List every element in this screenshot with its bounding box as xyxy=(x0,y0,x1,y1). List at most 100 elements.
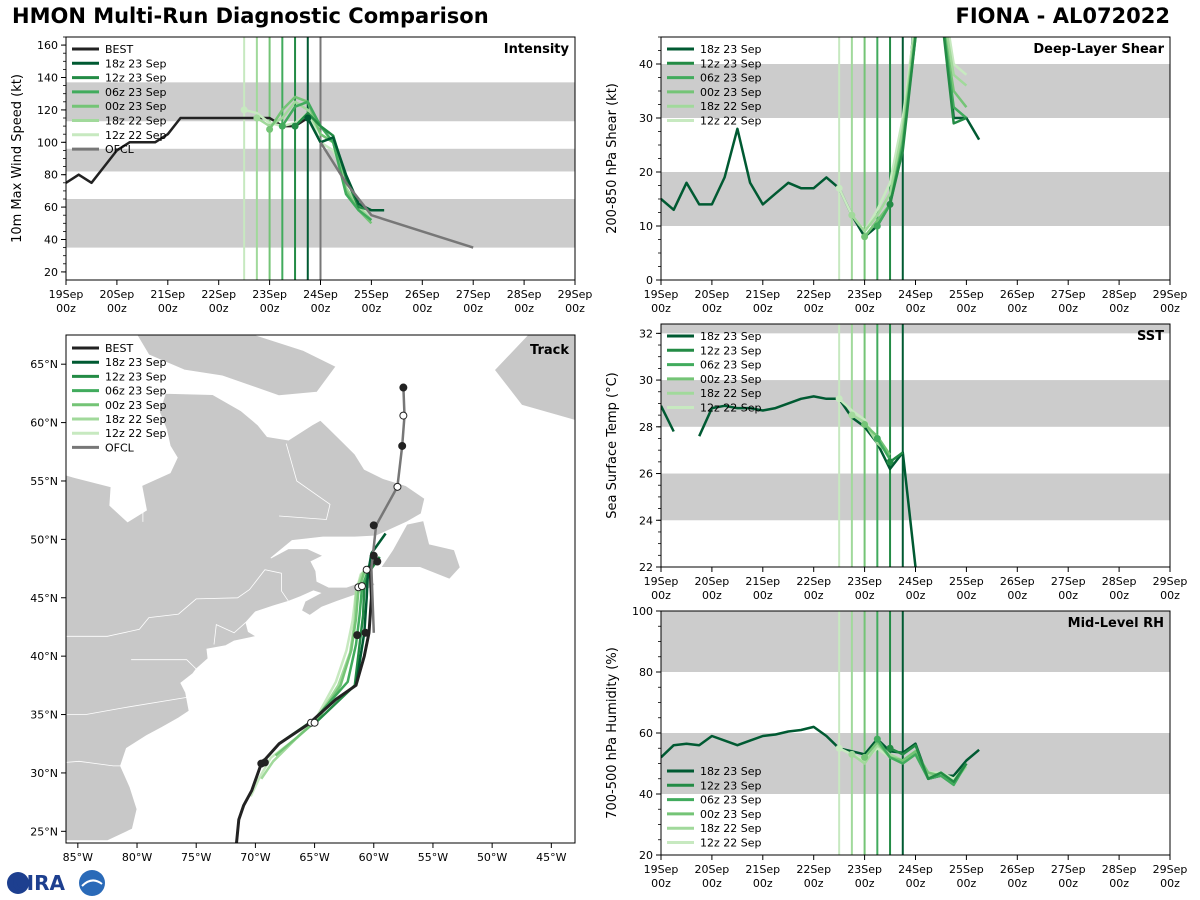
sst-xtick-label: 19Sep xyxy=(644,575,679,588)
shear-xtick-label: 29Sep xyxy=(1153,288,1188,301)
logo-satellite-icon xyxy=(79,870,105,896)
map-newfoundland xyxy=(380,520,461,580)
intensity-xtick-label: 21Sep xyxy=(150,288,185,301)
intensity-ylabel: 10m Max Wind Speed (kt) xyxy=(10,74,25,243)
shear-legend-label: 12z 22 Sep xyxy=(700,115,762,128)
intensity-series-line xyxy=(66,116,322,185)
sst-band xyxy=(661,380,1170,427)
shear-series-line xyxy=(850,37,968,233)
intensity-ytick-label: 100 xyxy=(37,136,58,149)
track-title: Track xyxy=(530,343,569,358)
sst-series-line xyxy=(876,437,892,461)
track-legend-label: 12z 22 Sep xyxy=(105,427,167,440)
intensity-ytick-label: 160 xyxy=(37,39,58,52)
rh-xtick-label-hour: 00z xyxy=(957,877,977,890)
rh-xtick-label: 26Sep xyxy=(1000,863,1035,876)
intensity-legend-label: 12z 22 Sep xyxy=(105,129,167,142)
track-ytick-label: 25°N xyxy=(30,825,58,838)
rh-ytick-label: 100 xyxy=(632,605,653,618)
sst-legend-label: 18z 23 Sep xyxy=(700,330,762,343)
rh-xtick-label-hour: 00z xyxy=(1109,877,1129,890)
sst-xtick-label-hour: 00z xyxy=(1058,589,1078,602)
sst-band xyxy=(661,473,1170,521)
track-xtick-label: 45°W xyxy=(536,851,566,864)
track-ytick-label: 40°N xyxy=(30,650,58,663)
shear-ytick-label: 20 xyxy=(639,166,653,179)
logo-text: CIRA xyxy=(12,871,66,895)
intensity-xtick-label-hour: 00z xyxy=(209,302,229,315)
track-marker xyxy=(398,441,407,450)
shear-xtick-label-hour: 00z xyxy=(1109,302,1129,315)
rh-xtick-label-hour: 00z xyxy=(804,877,824,890)
shear-ytick-label: 0 xyxy=(646,274,653,287)
map-border xyxy=(131,659,197,670)
intensity-ytick-label: 140 xyxy=(37,72,58,85)
sst-xtick-label: 20Sep xyxy=(695,575,730,588)
rh-legend-label: 12z 22 Sep xyxy=(700,837,762,850)
rh-xtick-label-hour: 00z xyxy=(651,877,671,890)
rh-xtick-label: 29Sep xyxy=(1153,863,1188,876)
track-marker xyxy=(369,521,378,530)
sst-xtick-label: 22Sep xyxy=(796,575,831,588)
intensity-xtick-label: 24Sep xyxy=(303,288,338,301)
track-marker xyxy=(399,411,408,420)
sst-xtick-label: 21Sep xyxy=(745,575,780,588)
sst-xtick-label: 28Sep xyxy=(1102,575,1137,588)
track-ytick-label: 50°N xyxy=(30,533,58,546)
rh-legend-label: 18z 23 Sep xyxy=(700,765,762,778)
intensity-xtick-label-hour: 00z xyxy=(260,302,280,315)
shear-series-point xyxy=(873,222,881,230)
rh-xtick-label: 28Sep xyxy=(1102,863,1137,876)
shear-legend-label: 06z 23 Sep xyxy=(700,72,762,85)
rh-series-group xyxy=(661,725,980,787)
sst-ytick-label: 32 xyxy=(639,327,653,340)
rh-xtick-label-hour: 00z xyxy=(1007,877,1027,890)
rh-xtick-label-hour: 00z xyxy=(906,877,926,890)
sst-xtick-label: 25Sep xyxy=(949,575,984,588)
rh-xtick-label-hour: 00z xyxy=(855,877,875,890)
track-line xyxy=(235,559,376,843)
page-title: HMON Multi-Run Diagnostic Comparison xyxy=(12,4,489,28)
shear-xtick-label: 27Sep xyxy=(1051,288,1086,301)
track-legend-label: 18z 22 Sep xyxy=(105,413,167,426)
track-ytick-label: 30°N xyxy=(30,767,58,780)
shear-ytick-label: 10 xyxy=(639,220,653,233)
shear-series-point xyxy=(848,211,856,219)
sst-xtick-label-hour: 00z xyxy=(855,589,875,602)
shear-xtick-label: 25Sep xyxy=(949,288,984,301)
intensity-ytick-label: 40 xyxy=(44,234,58,247)
sst-series-point xyxy=(835,395,843,403)
intensity-legend-label: 12z 23 Sep xyxy=(105,72,167,85)
sst-legend-label: 12z 23 Sep xyxy=(700,344,762,357)
rh-xtick-label: 23Sep xyxy=(847,863,882,876)
rh-legend-label: 06z 23 Sep xyxy=(700,794,762,807)
shear-legend-label: 18z 23 Sep xyxy=(700,43,762,56)
shear-series-line xyxy=(888,37,967,205)
intensity-xtick-label-hour: 00z xyxy=(56,302,76,315)
map-border xyxy=(66,696,190,715)
intensity-ytick-label: 20 xyxy=(44,266,58,279)
rh-ytick-label: 80 xyxy=(639,666,653,679)
sst-series-line xyxy=(661,405,675,433)
sst-xtick-label: 27Sep xyxy=(1051,575,1086,588)
rh-title: Mid-Level RH xyxy=(1068,616,1164,631)
sst-ytick-label: 30 xyxy=(639,374,653,387)
track-legend-label: 12z 23 Sep xyxy=(105,370,167,383)
track-xtick-label: 60°W xyxy=(359,851,389,864)
sst-series-point xyxy=(861,420,869,428)
intensity-xtick-label-hour: 00z xyxy=(514,302,534,315)
intensity-xtick-label: 23Sep xyxy=(252,288,287,301)
shear-xtick-label-hour: 00z xyxy=(702,302,722,315)
track-legend-label: OFCL xyxy=(105,441,135,454)
track-frame xyxy=(65,334,576,844)
intensity-series-point xyxy=(291,122,299,130)
track-ytick-label: 45°N xyxy=(30,592,58,605)
intensity-xtick-label: 28Sep xyxy=(507,288,542,301)
track-ytick-label: 65°N xyxy=(30,358,58,371)
sst-band xyxy=(661,324,1170,334)
rh-xtick-label: 27Sep xyxy=(1051,863,1086,876)
intensity-series-group xyxy=(66,95,474,249)
rh-chart: 2040608010019Sep00z20Sep00z21Sep00z22Sep… xyxy=(605,605,1187,890)
sst-series-point xyxy=(848,411,856,419)
intensity-ytick-label: 60 xyxy=(44,201,58,214)
